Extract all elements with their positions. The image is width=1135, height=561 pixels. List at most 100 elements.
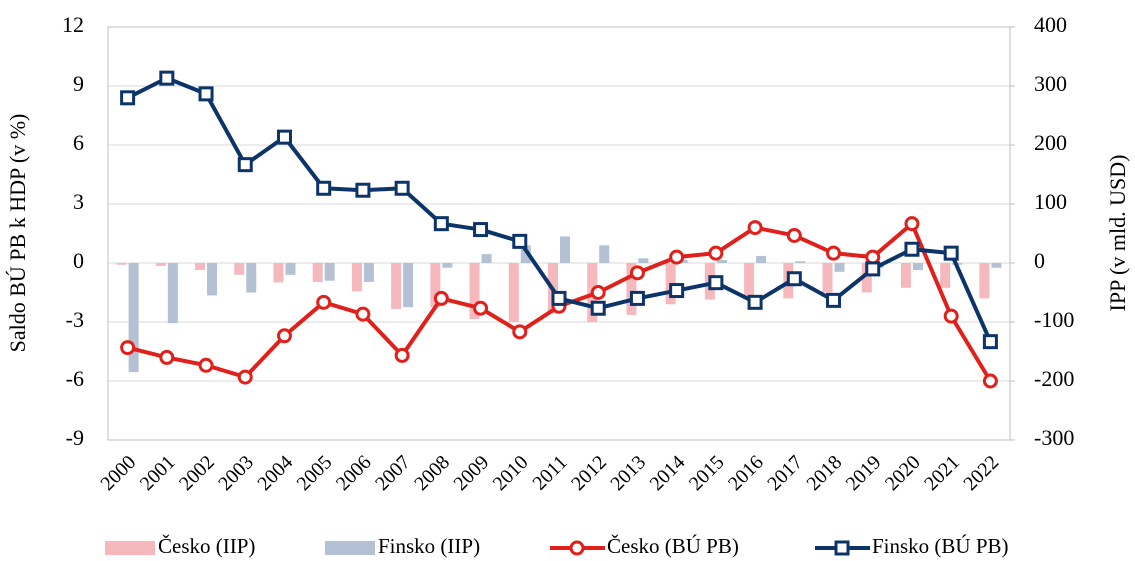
x-tick-label: 2018	[802, 451, 846, 495]
y2-tick-label: 200	[1034, 130, 1067, 155]
marker	[355, 182, 371, 198]
marker	[669, 283, 685, 299]
marker	[747, 294, 763, 310]
bar	[940, 263, 951, 288]
marker	[629, 290, 645, 306]
y-tick-label: -9	[66, 425, 84, 450]
bar	[312, 263, 323, 282]
bar	[195, 263, 206, 271]
legend-label: Česko (IIP)	[158, 534, 255, 558]
marker	[747, 220, 763, 236]
marker	[120, 340, 136, 356]
marker	[512, 233, 528, 249]
marker	[826, 292, 842, 308]
bar	[979, 263, 990, 299]
x-tick-label: 2013	[606, 451, 650, 495]
marker	[826, 245, 842, 261]
marker	[708, 245, 724, 261]
marker	[120, 90, 136, 106]
bar	[900, 263, 911, 288]
x-tick-label: 2021	[920, 451, 964, 495]
marker	[982, 373, 998, 389]
x-tick-label: 2007	[371, 451, 415, 495]
y-tick-label: 0	[73, 248, 84, 273]
x-tick-label: 2002	[175, 451, 219, 495]
marker	[904, 216, 920, 232]
marker	[394, 347, 410, 363]
bar	[246, 263, 257, 293]
legend-swatch	[105, 541, 155, 555]
marker	[473, 300, 489, 316]
bar	[744, 263, 755, 296]
y2-tick-label: 300	[1034, 71, 1067, 96]
marker	[512, 324, 528, 340]
y2-tick-label: 100	[1034, 189, 1067, 214]
bar	[756, 255, 767, 263]
marker	[590, 285, 606, 300]
x-tick-label: 2011	[528, 451, 571, 494]
marker	[316, 180, 332, 196]
bar	[155, 263, 166, 266]
x-tick-label: 2014	[646, 451, 690, 495]
marker	[355, 306, 371, 322]
marker	[276, 129, 292, 145]
marker	[159, 349, 175, 365]
plot-frame	[107, 26, 1011, 441]
x-tick-label: 2015	[685, 451, 729, 495]
marker	[590, 300, 606, 316]
bar	[626, 263, 637, 315]
marker	[159, 70, 175, 86]
marker	[943, 308, 959, 324]
bar	[273, 263, 284, 283]
marker	[669, 249, 685, 265]
marker	[786, 271, 802, 287]
bar	[234, 263, 245, 275]
y-tick-label: -6	[66, 366, 84, 391]
marker	[394, 180, 410, 196]
bar	[508, 263, 519, 322]
y2-tick-label: 0	[1034, 248, 1045, 273]
bar	[351, 263, 362, 292]
marker	[316, 294, 332, 310]
bar	[442, 263, 453, 268]
marker	[433, 216, 449, 232]
bar	[469, 263, 480, 320]
x-tick-label: 2010	[489, 451, 533, 495]
y2-tick-label: 400	[1034, 12, 1067, 37]
x-tick-label: 2004	[253, 451, 297, 495]
y-tick-label: 6	[73, 130, 84, 155]
marker	[629, 265, 645, 281]
x-tick-label: 2012	[567, 451, 611, 495]
marker	[237, 157, 253, 173]
y-tick-label: 9	[73, 71, 84, 96]
x-tick-label: 2000	[97, 451, 141, 495]
y2-tick-label: -300	[1034, 425, 1074, 450]
bar	[324, 263, 335, 281]
bar	[716, 260, 727, 263]
x-tick-label: 2008	[410, 451, 454, 495]
marker	[708, 275, 724, 291]
y-axis-title: Saldo BÚ PB k HDP (v %)	[5, 114, 30, 353]
x-tick-label: 2006	[332, 451, 376, 495]
marker	[943, 245, 959, 261]
bar	[795, 261, 806, 263]
legend-label: Finsko (BÚ PB)	[872, 534, 1009, 558]
x-tick-label: 2020	[881, 451, 925, 495]
bar	[912, 263, 923, 271]
bar	[430, 263, 441, 308]
marker	[433, 290, 449, 306]
bar	[116, 263, 127, 265]
x-tick-label: 2001	[136, 451, 180, 495]
bar	[481, 254, 492, 263]
marker	[786, 227, 802, 243]
x-tick-label: 2022	[959, 451, 1003, 495]
marker	[276, 328, 292, 344]
bar	[391, 263, 402, 310]
marker	[904, 241, 920, 257]
x-tick-label: 2009	[450, 451, 494, 495]
legend-label: Česko (BÚ PB)	[607, 534, 739, 558]
x-tick-label: 2003	[214, 451, 258, 495]
bar	[638, 258, 649, 263]
